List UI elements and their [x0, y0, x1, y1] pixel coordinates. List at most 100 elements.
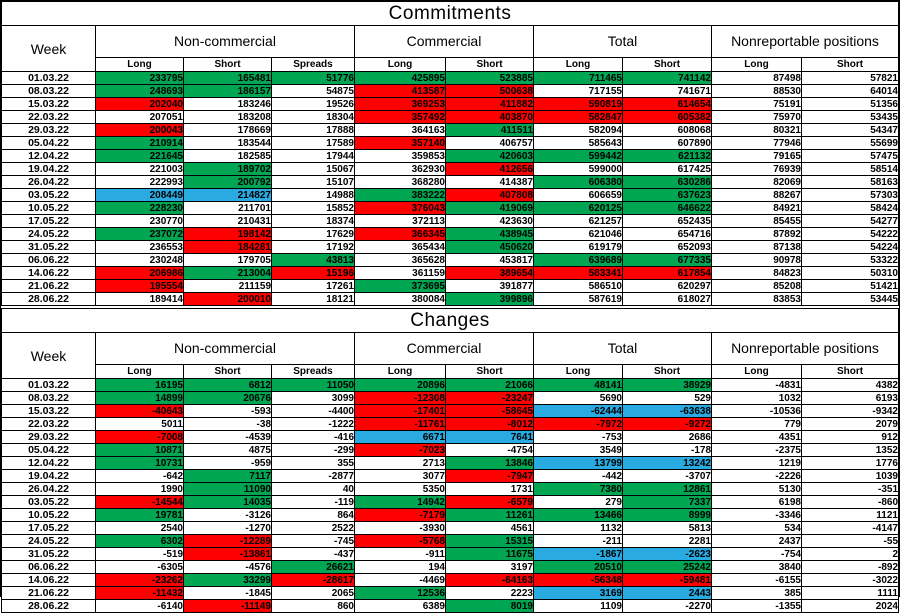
cell-nonreportable-long: 1032: [711, 391, 802, 405]
table-row: 24.05.22 237072 198142 17629 366345 438945 621…: [1, 227, 899, 241]
cell-commercial-long: 362930: [354, 162, 446, 176]
cell-commercial-short: 450620: [445, 240, 534, 254]
cell-nonreportable-long: -754: [711, 547, 802, 561]
table-row: 21.06.22 195554 211159 17261 373695 391877 586…: [1, 279, 899, 293]
col-noncommercial-long: Long: [95, 364, 184, 379]
cell-commercial-short: 407808: [445, 188, 534, 202]
cell-total-short: 12861: [622, 482, 712, 496]
cell-nonreportable-short: 53435: [801, 110, 899, 124]
cell-noncommercial-short: 165481: [183, 71, 272, 85]
cell-total-long: 620125: [533, 201, 623, 215]
cell-nonreportable-short: 4382: [801, 378, 899, 392]
cell-nonreportable-short: 57303: [801, 188, 899, 202]
cell-total-long: -442: [533, 469, 623, 483]
cell-total-short: 652093: [622, 240, 712, 254]
cell-total-short: -9272: [622, 417, 712, 431]
cell-total-short: -178: [622, 443, 712, 457]
cell-nonreportable-short: 912: [801, 430, 899, 444]
cell-noncommercial-spreads: 17589: [271, 136, 355, 150]
cell-commercial-long: 376043: [354, 201, 446, 215]
cell-noncommercial-spreads: -416: [271, 430, 355, 444]
cell-noncommercial-long: -40643: [95, 404, 184, 418]
cell-total-short: 617854: [622, 266, 712, 280]
cell-total-long: 621257: [533, 214, 623, 228]
cell-commercial-short: -8012: [445, 417, 534, 431]
cell-total-long: -62444: [533, 404, 623, 418]
cell-noncommercial-long: 10731: [95, 456, 184, 470]
table-row: 26.04.22 1990 11090 40 5350 1731 7380 12861 5130…: [1, 482, 899, 496]
cell-total-long: 7380: [533, 482, 623, 496]
cell-total-short: 617425: [622, 162, 712, 176]
cell-noncommercial-spreads: -437: [271, 547, 355, 561]
col-noncommercial-short: Short: [183, 364, 272, 379]
cell-noncommercial-long: -6140: [95, 599, 184, 613]
cell-noncommercial-short: -13861: [183, 547, 272, 561]
cell-commercial-long: 372113: [354, 214, 446, 228]
cell-commercial-long: 359853: [354, 149, 446, 163]
cell-noncommercial-short: 6812: [183, 378, 272, 392]
week-cell: 05.04.22: [1, 443, 96, 457]
cell-commercial-long: 368280: [354, 175, 446, 189]
cell-noncommercial-long: 233795: [95, 71, 184, 85]
week-cell: 01.03.22: [1, 71, 96, 85]
cell-commercial-long: 5350: [354, 482, 446, 496]
cell-nonreportable-short: 2079: [801, 417, 899, 431]
cell-nonreportable-short: 58514: [801, 162, 899, 176]
cell-total-short: 2686: [622, 430, 712, 444]
cell-noncommercial-long: -642: [95, 469, 184, 483]
cell-noncommercial-spreads: -119: [271, 495, 355, 509]
cell-total-short: 2281: [622, 534, 712, 548]
cell-commercial-short: 412656: [445, 162, 534, 176]
cell-commercial-long: 380084: [354, 292, 446, 306]
cell-noncommercial-short: 214827: [183, 188, 272, 202]
cell-noncommercial-long: 189414: [95, 292, 184, 306]
cell-commercial-long: 365434: [354, 240, 446, 254]
week-cell: 22.03.22: [1, 417, 96, 431]
table-row: 12.04.22 10731 -959 355 2713 13846 13799 13242 1…: [1, 456, 899, 470]
cell-noncommercial-short: -1845: [183, 586, 272, 600]
cell-noncommercial-short: -4576: [183, 560, 272, 574]
cell-nonreportable-long: 385: [711, 586, 802, 600]
table-row: 17.05.22 2540 -1270 2522 -3930 4561 1132 5813 53…: [1, 521, 899, 535]
cell-commercial-short: 406757: [445, 136, 534, 150]
cell-noncommercial-short: 20676: [183, 391, 272, 405]
cell-nonreportable-short: 57821: [801, 71, 899, 85]
cell-noncommercial-spreads: 17944: [271, 149, 355, 163]
cell-commercial-short: 21066: [445, 378, 534, 392]
commitments-tbody: 01.03.22 233795 165481 51776 425895 523885 711…: [1, 71, 899, 306]
cell-nonreportable-long: 85208: [711, 279, 802, 293]
cell-nonreportable-short: 53445: [801, 292, 899, 306]
table-row: 29.03.22 200043 178669 17888 364163 411511 582…: [1, 123, 899, 137]
cell-noncommercial-long: 248693: [95, 84, 184, 98]
changes-table: Changes Week Non-commercial Commercial T…: [1, 308, 899, 613]
cell-total-long: 619179: [533, 240, 623, 254]
cell-noncommercial-short: 200010: [183, 292, 272, 306]
cell-noncommercial-spreads: 860: [271, 599, 355, 613]
cell-total-long: 606659: [533, 188, 623, 202]
week-cell: 12.04.22: [1, 456, 96, 470]
cell-nonreportable-short: 55699: [801, 136, 899, 150]
cell-commercial-long: 413587: [354, 84, 446, 98]
cell-nonreportable-short: 2: [801, 547, 899, 561]
cell-noncommercial-short: -11149: [183, 599, 272, 613]
group-total: Total: [533, 25, 712, 58]
col-total-long: Long: [533, 57, 623, 72]
cell-total-short: 646622: [622, 201, 712, 215]
week-cell: 08.03.22: [1, 84, 96, 98]
cell-commercial-long: 383222: [354, 188, 446, 202]
cell-noncommercial-long: -6305: [95, 560, 184, 574]
cell-nonreportable-short: 58163: [801, 175, 899, 189]
cell-noncommercial-long: 228230: [95, 201, 184, 215]
cell-total-long: -7972: [533, 417, 623, 431]
cell-commercial-long: 6389: [354, 599, 446, 613]
cell-noncommercial-long: 208449: [95, 188, 184, 202]
cell-total-long: 20510: [533, 560, 623, 574]
col-noncommercial-spreads: Spreads: [271, 57, 355, 72]
table-row: 14.06.22 -23262 33299 -28617 -4469 -64163 -563…: [1, 573, 899, 587]
cell-nonreportable-short: 54347: [801, 123, 899, 137]
table-row: 14.06.22 206986 213004 15196 361159 389654 583…: [1, 266, 899, 280]
cell-commercial-long: 3077: [354, 469, 446, 483]
cell-commercial-short: 438945: [445, 227, 534, 241]
cell-commercial-short: 8019: [445, 599, 534, 613]
